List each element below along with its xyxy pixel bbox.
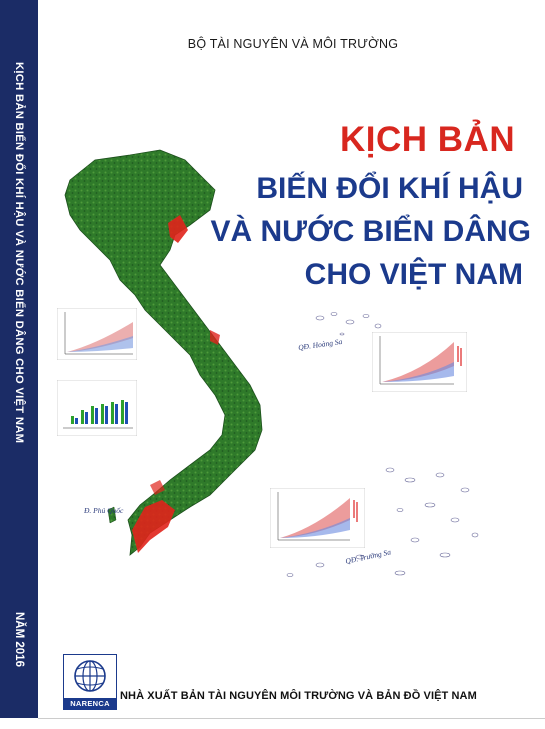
southern-islands <box>286 554 406 577</box>
title-line-3: VÀ NƯỚC BIỂN DÂNG <box>210 215 532 248</box>
logo-text: NARENCA <box>64 698 116 709</box>
globe-logo-icon <box>74 660 106 692</box>
spine-year: NĂM 2016 <box>13 612 25 667</box>
title-line-2: BIẾN ĐỔI KHÍ HẬU <box>256 172 523 205</box>
bottom-divider <box>38 718 545 719</box>
title-line-4: CHO VIỆT NAM <box>304 258 523 291</box>
spratly-islands <box>385 467 479 558</box>
paracel-islands <box>315 312 382 336</box>
projection-chart-3 <box>372 332 467 392</box>
title-line-1: KỊCH BẢN <box>340 120 516 159</box>
projection-chart-4 <box>270 488 365 548</box>
vietnam-map <box>64 149 263 556</box>
ministry-name: BỘ TÀI NGUYÊN VÀ MÔI TRƯỜNG <box>187 37 399 51</box>
spine-title: KỊCH BẢN BIẾN ĐỔI KHÍ HẬU VÀ NƯỚC BIỂN D… <box>13 62 25 444</box>
book-spine: KỊCH BẢN BIẾN ĐỔI KHÍ HẬU VÀ NƯỚC BIỂN D… <box>0 0 38 718</box>
publisher-name: NHÀ XUẤT BẢN TÀI NGUYÊN MÔI TRƯỜNG VÀ BẢ… <box>120 690 477 702</box>
label-phu-quoc: Đ. Phú Quốc <box>84 506 124 515</box>
publisher-logo: NARENCA <box>63 654 117 710</box>
projection-chart-1 <box>57 308 137 360</box>
projection-chart-2 <box>57 380 137 436</box>
